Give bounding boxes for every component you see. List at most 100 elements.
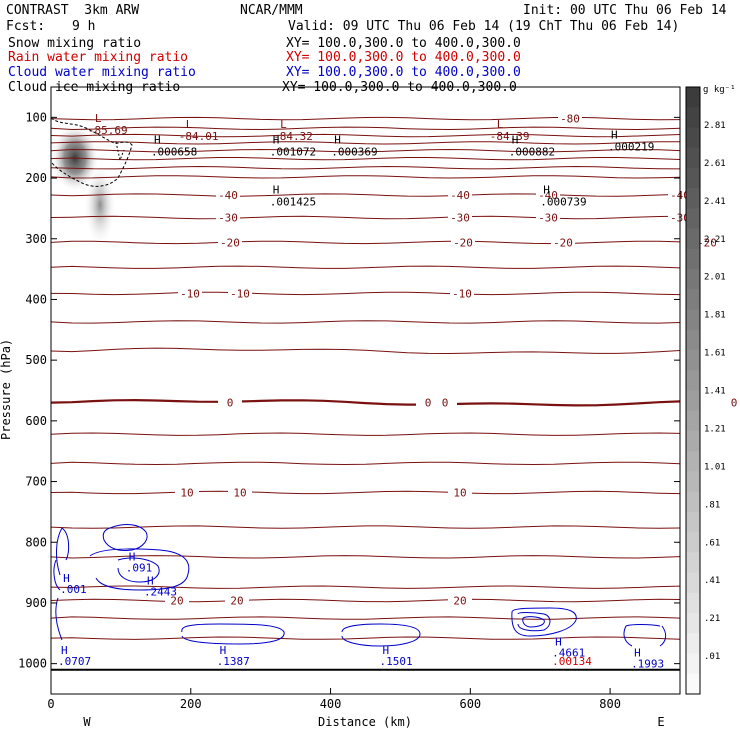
- fcst-label: Fcst:: [6, 19, 46, 34]
- y-tick-label: 1000: [18, 657, 47, 671]
- cw-contour-9: [517, 612, 551, 632]
- colorbar-swatch: [686, 127, 700, 149]
- colorbar-label: 1.81: [704, 311, 726, 321]
- temp-contour-label: 20: [230, 595, 243, 608]
- high-value: .001072: [270, 145, 316, 158]
- low-marker: L: [186, 118, 193, 131]
- colorbar-swatch: [686, 633, 700, 655]
- cloud-ice-contour-2: [115, 141, 125, 162]
- x-tick-label: 400: [320, 697, 342, 711]
- high-marker: H: [334, 133, 341, 146]
- temp-label-bg: [558, 112, 582, 125]
- low-marker: L: [95, 112, 102, 125]
- colorbar-swatch: [686, 673, 700, 695]
- cloud-high-marker: H: [129, 550, 136, 563]
- high-marker: H: [512, 133, 519, 146]
- x-tick-label: 600: [459, 697, 481, 711]
- temp-contour: [50, 148, 681, 153]
- colorbar-label: 2.81: [704, 121, 726, 131]
- colorbar-swatch: [686, 653, 700, 675]
- temp-label-bg: [551, 236, 575, 249]
- snow-tail: [84, 163, 116, 247]
- valid-time: Valid: 09 UTC Thu 06 Feb 14 (19 ChT Thu …: [288, 19, 680, 34]
- field-rain-name: Rain water mixing ratio: [8, 50, 189, 65]
- temp-contour-label: 10: [453, 486, 466, 499]
- y-tick-label: 400: [25, 292, 47, 306]
- cw-contour-3: [102, 524, 148, 551]
- high-marker: H: [543, 184, 550, 197]
- temp-label-bg: [175, 486, 199, 499]
- west-label: W: [83, 715, 91, 729]
- temp-contour: [50, 240, 681, 245]
- high-value: .000219: [608, 140, 654, 153]
- cloud-high-value: .091: [126, 561, 153, 574]
- temp-label-bg: [218, 396, 242, 409]
- temp-contour-label: -10: [180, 287, 200, 300]
- colorbar-label: 2.61: [704, 159, 726, 169]
- high-marker: H: [273, 133, 280, 146]
- colorbar-swatch: [686, 430, 700, 452]
- colorbar-swatch: [686, 613, 700, 634]
- high-marker: H: [273, 184, 280, 197]
- colorbar-swatch: [686, 390, 700, 412]
- temp-contour: [50, 320, 681, 324]
- x-axis-label: Distance (km): [318, 715, 412, 729]
- colorbar-swatch: [686, 208, 700, 230]
- east-label: E: [657, 715, 664, 729]
- temp-contour-label: -20: [220, 236, 240, 249]
- temperature-contours: [50, 116, 681, 640]
- temp-label-bg: [225, 594, 249, 607]
- temp-contour: [50, 291, 681, 296]
- colorbar-label: .81: [704, 500, 720, 510]
- low-marker: L: [280, 118, 287, 131]
- extrema-labels: L-85.69 L-84.01L-84.32L-84.39H.000658H.00…: [58, 112, 664, 670]
- colorbar-swatch: [686, 147, 700, 169]
- temp-contour-label: 0: [731, 397, 738, 410]
- colorbar-swatch: [686, 370, 700, 391]
- colorbar-swatch: [686, 309, 700, 331]
- field-cloud-water-xy: XY= 100.0,300.0 to 400.0,300.0: [286, 65, 521, 80]
- y-tick-label: 700: [25, 475, 47, 489]
- temp-contour: [50, 598, 681, 603]
- field-snow-xy: XY= 100.0,300.0 to 400.0,300.0: [286, 36, 521, 51]
- temp-label-bg: [536, 189, 560, 202]
- cw-contour-8: [511, 607, 577, 637]
- colorbar-label: 1.41: [704, 387, 726, 397]
- temp-label-bg: [165, 594, 189, 607]
- high-value: .000658: [151, 145, 197, 158]
- temperature-labels: -80-40 -40 -40 -40-30 -30 -30 -30-20 -20 -20 -20-…: [165, 112, 740, 608]
- temp-label-bg: [178, 287, 202, 300]
- model-title: CONTRAST 3km ARW: [6, 3, 140, 18]
- high-value: .000369: [331, 145, 377, 158]
- cloud-ice-contour: [50, 117, 133, 187]
- temp-contour: [50, 126, 681, 131]
- init-time: Init: 00 UTC Thu 06 Feb 14: [523, 3, 727, 18]
- colorbar-swatch: [686, 491, 700, 513]
- colorbar-swatch: [686, 350, 700, 371]
- fcst-value: 9 h: [72, 19, 96, 34]
- field-snow-name: Snow mixing ratio: [8, 36, 142, 51]
- colorbar-swatch: [686, 329, 700, 351]
- cloud-water-contours: [53, 524, 667, 647]
- temp-contour: [50, 636, 681, 640]
- temp-label-bg: [228, 486, 252, 499]
- cloud-high-marker: H: [555, 635, 562, 648]
- colorbar-frame: [685, 86, 701, 695]
- temp-contour: [50, 347, 681, 355]
- cw-contour-10: [522, 616, 545, 628]
- colorbar-label: 1.21: [704, 424, 726, 434]
- temp-contour: [50, 265, 681, 269]
- colorbar-label: .21: [704, 614, 720, 624]
- cloud-high-value: .1387: [217, 655, 250, 668]
- temp-label-bg: [433, 396, 457, 409]
- temp-contour-label: -80: [560, 113, 580, 126]
- field-cloud-water-name: Cloud water mixing ratio: [8, 65, 196, 80]
- high-value: .000882: [509, 145, 555, 158]
- temp-label-bg: [450, 287, 474, 300]
- temp-contour: [50, 133, 681, 138]
- cw-contour-1: [56, 527, 70, 576]
- temp-contour: [50, 585, 681, 589]
- temp-contour-label: -10: [230, 287, 250, 300]
- colorbar-swatch: [686, 289, 700, 311]
- temp-contour-label: -40: [450, 189, 470, 202]
